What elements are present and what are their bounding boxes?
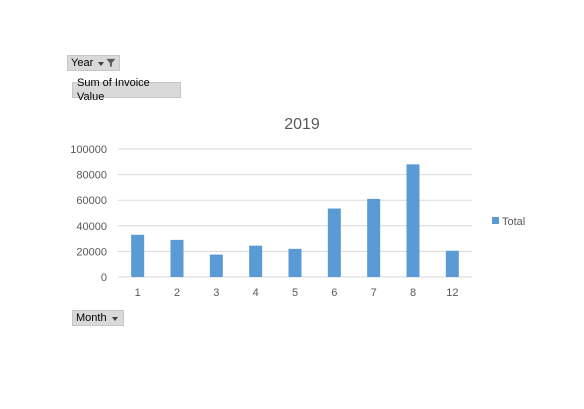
x-tick-label: 3 [213, 287, 219, 299]
legend-swatch [492, 217, 499, 224]
value-field-label: Sum of Invoice Value [77, 77, 150, 103]
y-tick-label: 60000 [76, 195, 107, 207]
year-filter-button[interactable]: Year [67, 55, 120, 71]
y-tick-label: 100000 [70, 144, 107, 156]
bar-month-6[interactable] [327, 208, 341, 277]
caret-down-icon [98, 62, 105, 66]
x-tick-label: 12 [446, 287, 458, 299]
x-tick-label: 7 [371, 287, 377, 299]
bar-month-8[interactable] [406, 164, 420, 277]
bar-month-2[interactable] [170, 239, 184, 277]
x-tick-label: 5 [292, 287, 298, 299]
caret-down-icon [111, 317, 118, 321]
y-tick-label: 80000 [76, 170, 107, 182]
y-tick-label: 40000 [76, 221, 107, 233]
x-axis-ticks: 1 2 3 4 5 6 7 8 12 [135, 287, 459, 299]
y-tick-label: 20000 [76, 246, 107, 258]
x-tick-label: 6 [331, 287, 337, 299]
month-axis-button[interactable]: Month [72, 310, 124, 326]
bar-month-7[interactable] [367, 198, 381, 277]
bar-series [131, 164, 459, 277]
funnel-filter-icon [106, 58, 116, 68]
x-tick-label: 2 [174, 287, 180, 299]
bar-month-5[interactable] [288, 248, 302, 277]
sum-of-invoice-value-field-button[interactable]: Sum of Invoice Value [72, 77, 181, 103]
bar-month-4[interactable] [249, 245, 263, 277]
x-tick-label: 1 [135, 287, 141, 299]
x-tick-label: 4 [253, 287, 259, 299]
legend-label: Total [502, 216, 525, 228]
bar-month-3[interactable] [209, 254, 223, 277]
bar-month-12[interactable] [445, 250, 459, 277]
y-tick-label: 0 [101, 272, 107, 284]
x-tick-label: 8 [410, 287, 416, 299]
y-axis-ticks: 0 20000 40000 60000 80000 100000 [70, 144, 107, 284]
year-filter-label: Year [71, 57, 94, 69]
bar-month-1[interactable] [131, 234, 145, 277]
month-axis-label: Month [76, 312, 107, 324]
chart-title: 2019 [284, 116, 320, 133]
